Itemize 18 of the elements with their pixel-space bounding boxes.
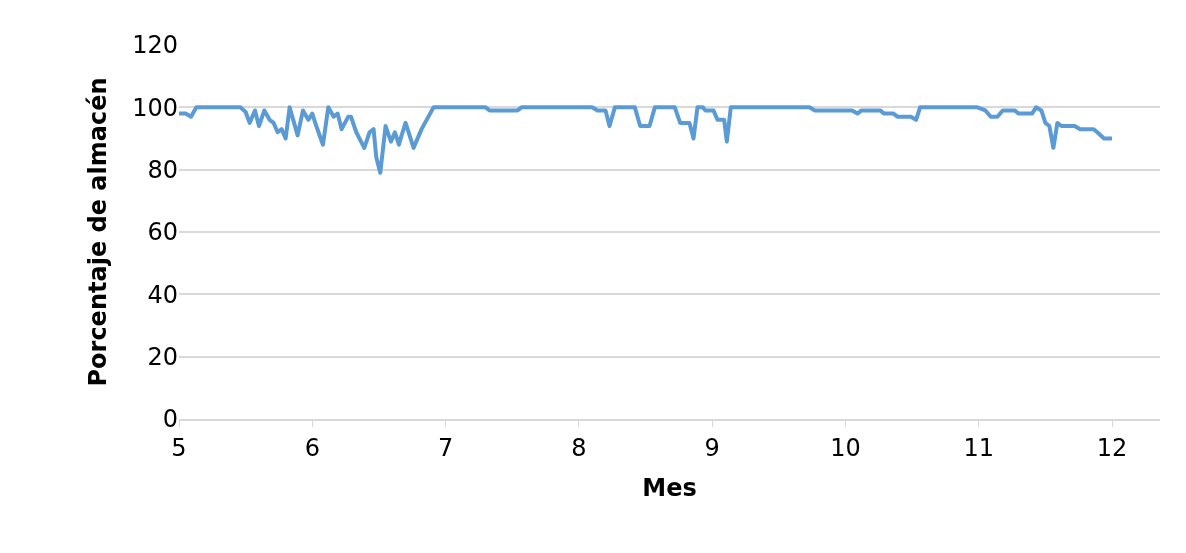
y-tick-label: 120 <box>132 31 178 60</box>
x-tick-label: 5 <box>171 433 187 462</box>
x-axis-title: Mes <box>642 473 697 502</box>
x-tick-label: 6 <box>304 433 320 462</box>
y-tick-label: 60 <box>147 218 178 247</box>
y-axis-title: Porcentaje de almacén <box>84 77 113 387</box>
line-series <box>179 105 1115 175</box>
y-tick-label: 20 <box>147 343 178 372</box>
y-tick-label: 0 <box>162 405 178 434</box>
x-tick-label: 11 <box>963 433 994 462</box>
x-tick-label: 10 <box>830 433 861 462</box>
x-tick-label: 8 <box>571 433 587 462</box>
y-tick-label: 100 <box>132 93 178 122</box>
y-tick-label: 40 <box>147 280 178 309</box>
y-tick-label: 80 <box>147 156 178 185</box>
x-tick-label: 9 <box>704 433 720 462</box>
x-tick-label: 12 <box>1096 433 1128 462</box>
x-tick-label: 7 <box>437 433 454 462</box>
